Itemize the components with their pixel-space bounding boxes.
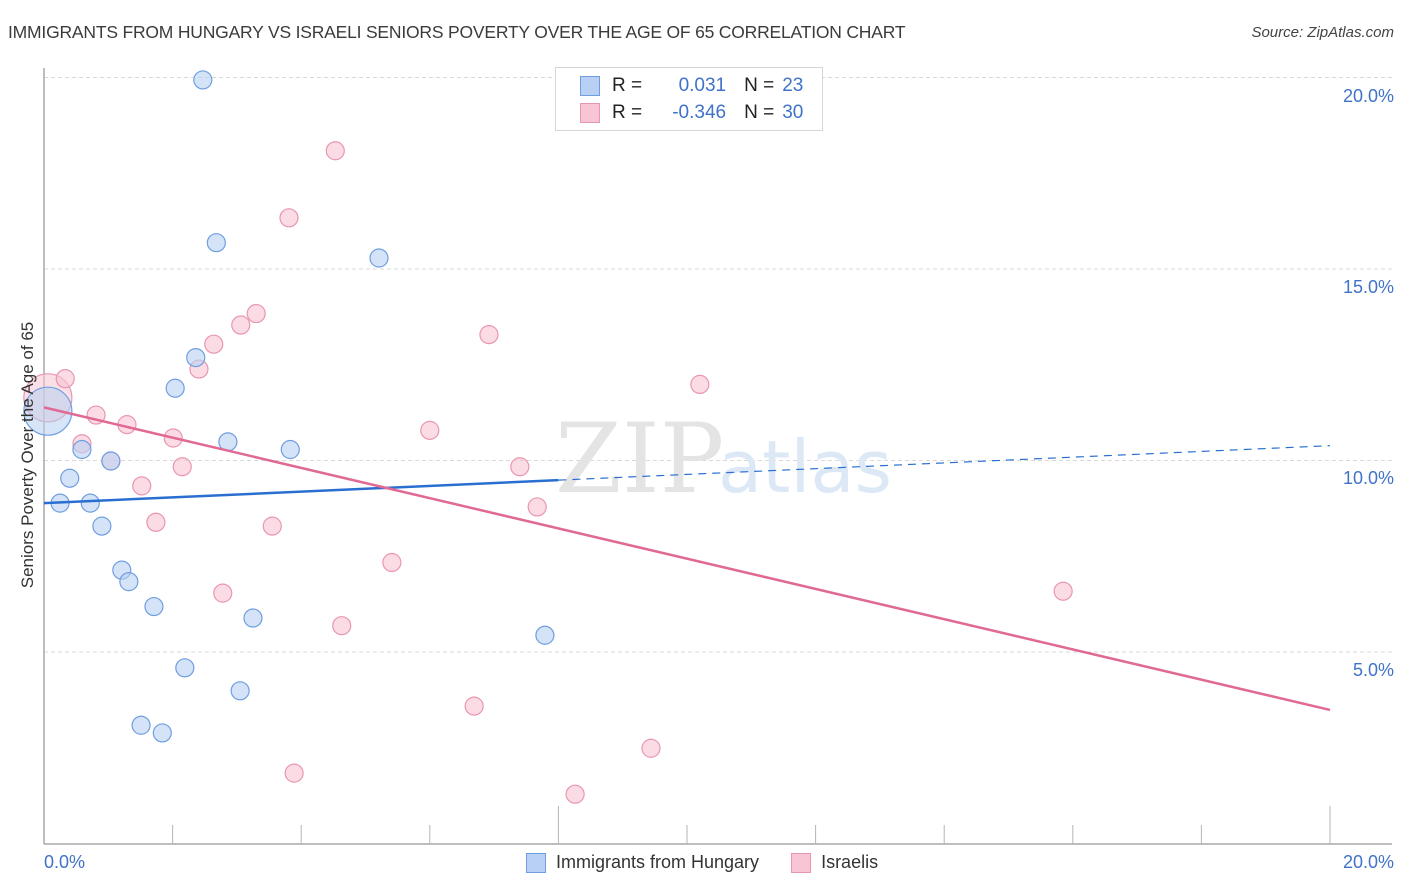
data-point <box>565 784 585 804</box>
blue-swatch-icon <box>526 852 546 873</box>
data-point <box>332 616 352 636</box>
r-value: -0.346 <box>672 102 727 123</box>
n-value: 30 <box>782 102 804 123</box>
data-point <box>206 233 226 253</box>
data-point <box>641 738 661 758</box>
y-tick-5: 5.0% <box>1352 660 1394 680</box>
data-point <box>92 516 112 536</box>
data-point <box>175 658 195 678</box>
data-point <box>262 516 282 536</box>
legend-row-israelis: R = -0.346 N = 30 <box>580 100 803 126</box>
israelis-points <box>23 141 1073 804</box>
data-point <box>420 420 440 440</box>
legend-item-hungary[interactable]: Immigrants from Hungary <box>526 852 759 873</box>
data-point <box>535 625 555 645</box>
data-point <box>204 334 224 354</box>
correlation-legend: R = 0.031 N = 23 R = -0.346 N = 30 <box>555 67 823 131</box>
pink-swatch-icon <box>580 103 600 123</box>
r-value: 0.031 <box>678 75 727 96</box>
trend-lines <box>43 406 1331 712</box>
y-tick-20: 20.0% <box>1342 86 1394 106</box>
data-point <box>172 457 192 477</box>
data-point <box>101 451 121 471</box>
data-point <box>23 386 73 436</box>
data-point <box>72 439 92 460</box>
data-point <box>510 457 530 477</box>
data-point <box>55 369 75 389</box>
y-tick-10: 10.0% <box>1342 468 1394 488</box>
data-point <box>131 715 151 735</box>
legend-label: Immigrants from Hungary <box>556 852 760 872</box>
data-point <box>80 493 100 513</box>
svg-text:atlas: atlas <box>718 425 892 509</box>
data-point <box>284 763 304 783</box>
data-point <box>325 141 345 161</box>
legend-label: Israelis <box>821 852 879 872</box>
data-point <box>527 497 547 517</box>
x-tick-20: 20.0% <box>1342 852 1394 872</box>
data-point <box>479 325 499 345</box>
data-point <box>152 723 172 743</box>
data-point <box>144 596 164 617</box>
data-point <box>280 439 300 460</box>
data-point <box>1053 581 1073 601</box>
x-tick-0: 0.0% <box>44 852 86 872</box>
y-tick-15: 15.0% <box>1342 277 1394 297</box>
r-label: R = <box>612 75 643 96</box>
n-value: 23 <box>782 75 804 96</box>
source-credit: Source: ZipAtlas.com <box>1251 24 1394 41</box>
r-label: R = <box>612 102 643 123</box>
legend-row-hungary: R = 0.031 N = 23 <box>580 73 803 99</box>
data-point <box>193 70 213 90</box>
blue-swatch-icon <box>580 76 600 96</box>
data-point <box>246 303 266 324</box>
data-point <box>231 315 251 335</box>
data-point <box>382 552 402 573</box>
hungary-points <box>23 70 555 743</box>
legend-item-israelis[interactable]: Israelis <box>791 852 878 873</box>
data-point <box>60 468 80 488</box>
zipatlas-watermark: ZIP atlas <box>555 403 892 515</box>
data-point <box>279 208 299 228</box>
y-axis-label: Seniors Poverty Over the Age of 65 <box>18 321 37 589</box>
data-point <box>690 374 710 394</box>
axes <box>43 68 1392 845</box>
data-point <box>230 681 250 701</box>
n-label: N = <box>744 102 775 123</box>
series-legend: Immigrants from Hungary Israelis <box>526 852 910 873</box>
svg-text:ZIP: ZIP <box>555 403 724 515</box>
pink-swatch-icon <box>791 852 812 873</box>
data-point <box>369 248 389 268</box>
data-point <box>186 347 206 368</box>
chart-title: IMMIGRANTS FROM HUNGARY VS ISRAELI SENIO… <box>8 22 906 42</box>
data-point <box>146 512 166 532</box>
data-point <box>165 378 185 398</box>
data-point <box>464 696 484 716</box>
data-point <box>243 608 263 628</box>
data-point <box>213 583 233 603</box>
n-label: N = <box>744 75 775 96</box>
data-point <box>119 572 139 592</box>
data-point <box>132 476 152 496</box>
